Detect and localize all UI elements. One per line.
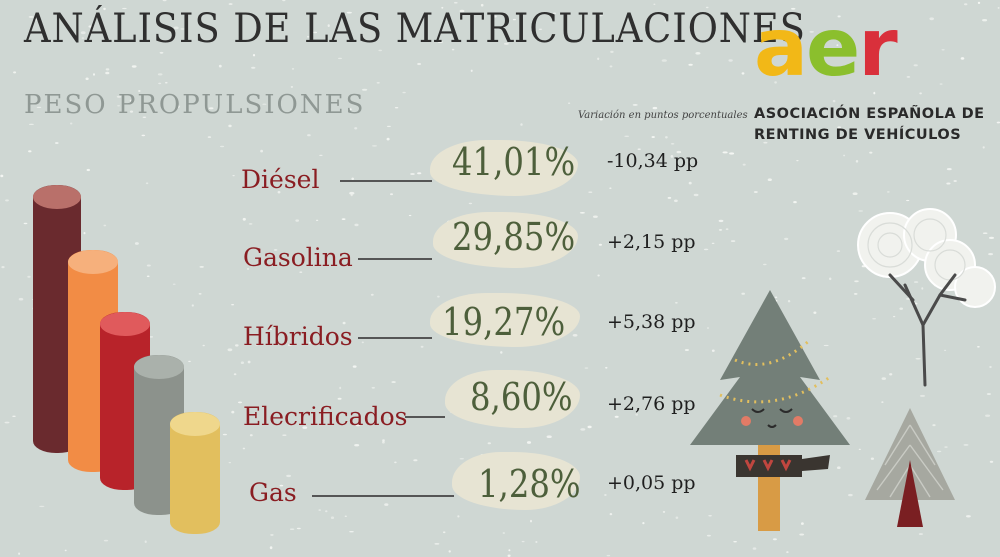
row-label-hibridos: Híbridos: [243, 322, 353, 351]
variation-value-gas: +0,05 pp: [607, 472, 696, 494]
percent-value-electrificados: 8,60%: [470, 375, 573, 419]
pine-tree-icon: [865, 408, 955, 527]
percent-value-gas: 1,28%: [478, 462, 581, 506]
row-connector-line: [405, 416, 445, 418]
percent-blob: [430, 293, 580, 347]
snowy-tree-icon: [857, 208, 996, 387]
page-subtitle: PESO PROPULSIONES: [24, 90, 366, 120]
logo-wordmark: aer: [754, 1, 898, 94]
variation-value-hibridos: +5,38 pp: [607, 311, 696, 333]
percent-blob: [433, 212, 578, 268]
percent-value-gasolina: 29,85%: [452, 215, 576, 259]
row-label-gas: Gas: [249, 478, 297, 507]
row-connector-line: [312, 495, 454, 497]
percent-value-diesel: 41,01%: [452, 140, 576, 184]
row-connector-line: [358, 258, 432, 260]
percent-blob: [452, 452, 580, 510]
percent-value-hibridos: 19,27%: [442, 300, 566, 344]
aer-logo: aer ASOCIACIÓN ESPAÑOLA DE RENTING DE VE…: [752, 8, 985, 154]
row-label-gasolina: Gasolina: [243, 243, 353, 272]
row-label-electrificados: Elecrificados: [243, 402, 408, 431]
christmas-tree-icon: [690, 290, 850, 531]
row-label-diesel: Diésel: [241, 165, 320, 194]
percent-blob: [430, 140, 578, 196]
row-connector-line: [358, 337, 432, 339]
cylinder-gas: [170, 412, 220, 534]
variation-value-diesel: -10,34 pp: [607, 150, 699, 172]
variation-header: Variación en puntos porcentuales: [578, 110, 748, 121]
logo-name-line1: ASOCIACIÓN ESPAÑOLA DE: [754, 106, 985, 122]
logo-name-line2: RENTING DE VEHÍCULOS: [754, 127, 962, 143]
row-connector-line: [340, 180, 432, 182]
variation-value-gasolina: +2,15 pp: [607, 231, 696, 253]
variation-value-electrificados: +2,76 pp: [607, 393, 696, 415]
percent-blob: [445, 370, 580, 428]
page-title: ANÁLISIS DE LAS MATRICULACIONES: [24, 6, 806, 52]
